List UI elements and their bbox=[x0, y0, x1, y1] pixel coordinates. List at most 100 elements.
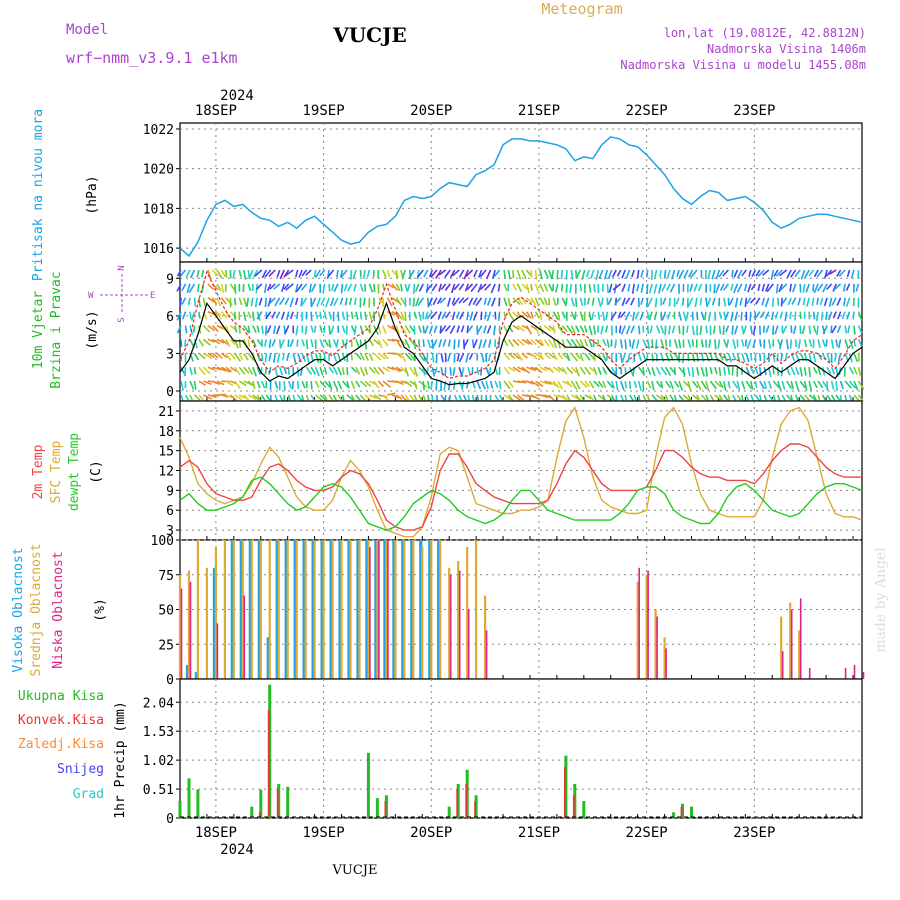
wind-arrow bbox=[759, 380, 765, 390]
wind-arrow bbox=[190, 311, 196, 321]
wind-arrow bbox=[247, 339, 251, 347]
wind-arrow bbox=[585, 269, 591, 278]
wind-arrow bbox=[179, 269, 187, 277]
wind-arrow bbox=[450, 283, 456, 294]
wind-arrow bbox=[256, 380, 261, 389]
wind-arrow bbox=[631, 283, 635, 294]
cloud-mid-bar bbox=[259, 540, 262, 679]
wind-arrow bbox=[722, 283, 730, 291]
precip-conv-bar bbox=[680, 806, 683, 818]
wind-arrow bbox=[792, 283, 797, 293]
wind-arrow bbox=[225, 269, 228, 278]
wind-arrow bbox=[597, 311, 601, 320]
wind-arrow bbox=[211, 352, 219, 359]
wind-arrow bbox=[453, 283, 460, 291]
wind-arrow bbox=[319, 380, 327, 389]
wind-arrow bbox=[741, 380, 746, 390]
wind-arrow bbox=[264, 297, 268, 307]
wind-arrow bbox=[464, 283, 469, 292]
compass-w: W bbox=[88, 291, 94, 301]
wind-arrow bbox=[535, 380, 544, 387]
wind-arrow bbox=[732, 352, 737, 361]
wind-arrow bbox=[486, 311, 492, 322]
wind-arrow bbox=[552, 352, 558, 361]
wind-arrow bbox=[418, 325, 422, 334]
wind-arrow bbox=[526, 366, 537, 372]
wind-arrow bbox=[484, 311, 487, 320]
wind-arrow bbox=[387, 392, 396, 396]
wind-arrow bbox=[619, 339, 623, 349]
wind-arrow bbox=[709, 394, 715, 402]
wind-arrow bbox=[631, 339, 635, 349]
wind-arrow bbox=[693, 283, 698, 292]
wind-arrow bbox=[789, 339, 792, 349]
wind-arrow bbox=[570, 269, 574, 280]
pressure-unit: (hPa) bbox=[85, 175, 100, 214]
wind-arrow bbox=[413, 366, 418, 377]
wind-arrow bbox=[639, 311, 644, 321]
wind-arrow bbox=[676, 269, 680, 278]
wind-arrow bbox=[601, 297, 604, 306]
wind-panel: 0 3 6 9 bbox=[166, 261, 865, 405]
wind-arrow bbox=[329, 297, 335, 307]
wind-arrow bbox=[691, 339, 695, 347]
wind-arrow bbox=[382, 366, 390, 373]
wind-arrow bbox=[846, 311, 851, 320]
wind-arrow bbox=[775, 283, 779, 294]
cloud-low-bar bbox=[862, 672, 865, 679]
wind-arrow bbox=[418, 311, 422, 321]
wind-arrow bbox=[666, 283, 671, 291]
wind-arrow bbox=[256, 325, 260, 333]
wind-arrow bbox=[207, 283, 215, 291]
wind-arrow bbox=[216, 338, 225, 344]
wind-arrow bbox=[835, 381, 838, 391]
precip-conv-bar bbox=[384, 801, 387, 818]
wind-arrow bbox=[186, 283, 191, 294]
wind-arrow bbox=[507, 269, 511, 280]
wind-arrow bbox=[750, 380, 754, 390]
elevation-text: Nadmorska Visina 1406m bbox=[707, 42, 866, 56]
day-label-bottom: 19SEP bbox=[303, 825, 345, 841]
wind-arrow bbox=[435, 381, 438, 391]
wind-arrow bbox=[350, 380, 356, 390]
wind-arrow bbox=[180, 339, 183, 347]
wind-arrow bbox=[714, 366, 718, 375]
cloud-mid-bar bbox=[331, 540, 334, 679]
wind-arrow bbox=[483, 325, 487, 334]
wind-arrow bbox=[651, 353, 654, 362]
wind-arrow bbox=[301, 380, 306, 389]
wind-arrow bbox=[512, 311, 519, 318]
wind-arrow bbox=[817, 352, 823, 361]
wind-arrow bbox=[750, 325, 753, 334]
cloud-mid-bar bbox=[349, 540, 352, 679]
wind-arrow bbox=[409, 366, 416, 376]
wind-arrow bbox=[610, 311, 617, 321]
wind-arrow bbox=[697, 283, 703, 292]
wind-arrow bbox=[691, 353, 696, 363]
temp-unit: (C) bbox=[89, 460, 104, 483]
wind-arrow bbox=[825, 339, 828, 347]
wind-arrow bbox=[431, 367, 436, 377]
wind-arrow bbox=[271, 339, 276, 347]
wind-arrow bbox=[395, 352, 403, 359]
wind-arrow bbox=[808, 269, 815, 277]
wind-arrow bbox=[196, 269, 200, 278]
wind-arrow bbox=[449, 325, 456, 334]
wind-arrow bbox=[736, 283, 743, 293]
wind-arrow bbox=[602, 311, 606, 322]
wind-arrow bbox=[752, 325, 757, 336]
wind-arrow bbox=[441, 311, 447, 320]
wind-arrow bbox=[774, 311, 779, 320]
wind-arrow bbox=[265, 325, 268, 336]
wind-arrow bbox=[608, 283, 613, 293]
cloud-mid-bar bbox=[636, 581, 639, 679]
wind-arrow bbox=[709, 353, 714, 361]
wind-arrow bbox=[621, 353, 626, 363]
wind-arrow bbox=[185, 269, 191, 278]
precip-conv-bar bbox=[465, 784, 468, 818]
wind-arrow bbox=[350, 366, 357, 373]
cloud-low-bar bbox=[485, 630, 488, 679]
day-label-top: 18SEP bbox=[195, 103, 237, 119]
wind-arrow bbox=[560, 269, 564, 280]
wind-arrow bbox=[752, 339, 757, 348]
